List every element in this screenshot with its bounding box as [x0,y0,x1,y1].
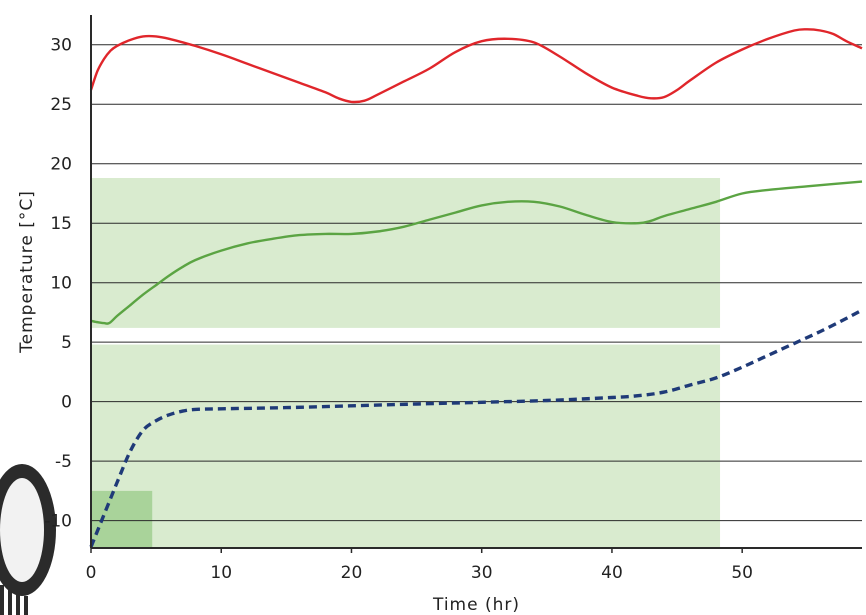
x-tick-label-10: 10 [210,563,232,583]
shaded-region-2 [91,344,721,548]
x-tick-label-40: 40 [601,563,623,583]
x-tick-label-30: 30 [471,563,493,583]
shaded-region-1 [91,177,721,328]
y-tick-label-25: 25 [50,95,72,115]
series-line-3 [89,308,863,548]
y-tick-label--10: -10 [44,512,72,532]
corner-decoration [0,464,56,615]
y-tick-label--5: -5 [55,452,72,472]
grid-lines [91,44,862,522]
series-lines [89,28,863,548]
shaded-regions [91,177,721,548]
shaded-region-3 [91,490,153,548]
y-tick-label-5: 5 [61,333,72,353]
x-tick-label-50: 50 [731,563,753,583]
y-tick-label-0: 0 [61,393,72,413]
x-tick-label-20: 20 [341,563,363,583]
y-axis-title: Temperature [°C] [17,190,37,354]
series-line-1 [89,28,863,104]
x-axis-title: Time (hr) [432,595,520,615]
axes [90,15,862,553]
y-tick-label-10: 10 [50,274,72,294]
y-tick-label-30: 30 [50,36,72,56]
series-line-2 [90,180,863,325]
x-tick-label-0: 0 [86,563,97,583]
y-tick-label-20: 20 [50,155,72,175]
y-tick-label-15: 15 [50,214,72,234]
tick-labels: 0 10 20 30 40 50 -10 -5 0 5 10 15 20 25 30 [44,36,753,583]
